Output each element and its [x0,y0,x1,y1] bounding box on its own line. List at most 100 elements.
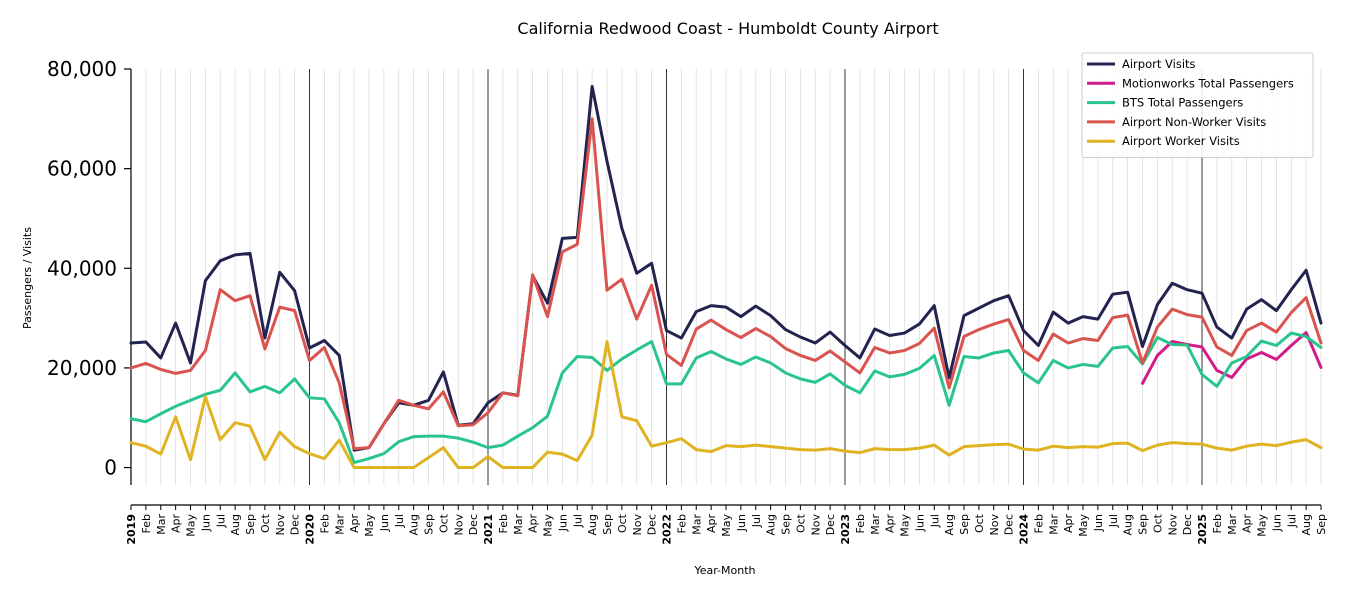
x-tick-label: Jun [199,514,212,532]
x-tick-label: Apr [705,514,718,534]
x-tick-label: Nov [631,514,644,536]
x-tick-label: Aug [765,514,778,535]
x-tick-label: 2019 [125,514,138,545]
x-tick-label: 2021 [482,514,495,545]
x-tick-label: Jul [571,514,584,528]
x-tick-label: Apr [348,514,361,534]
x-tick-label: Sep [780,514,793,535]
legend-label: BTS Total Passengers [1122,96,1243,110]
x-tick-label: Aug [408,514,421,535]
x-tick-label: Mar [690,514,703,535]
x-tick-label: May [1077,514,1090,537]
x-tick-label: Aug [1122,514,1135,535]
legend-label: Airport Visits [1122,57,1196,71]
x-tick-label: May [1256,514,1269,537]
x-tick-label: Oct [437,513,450,533]
x-tick-label: May [363,514,376,537]
x-tick-label: Nov [988,514,1001,536]
x-tick-label: Jun [913,514,926,532]
x-tick-label: Feb [1032,514,1045,533]
x-tick-label: Dec [1003,514,1016,535]
x-tick-label: Feb [675,514,688,533]
x-tick-label: Mar [155,514,168,535]
legend-label: Motionworks Total Passengers [1122,76,1294,90]
legend-label: Airport Worker Visits [1122,134,1240,148]
x-tick-label: Jul [393,514,406,528]
x-tick-label: Oct [1151,513,1164,533]
y-tick-labels: 0 20,000 40,000 60,000 80,000 [47,57,117,480]
x-tick-label: Feb [497,514,510,533]
chart-title: California Redwood Coast - Humboldt Coun… [517,19,938,38]
x-tick-label: Apr [527,514,540,534]
series-line-motionworks-total-passengers [1141,331,1323,385]
x-tick-label: Jun [1270,514,1283,532]
x-tick-label: Aug [1300,514,1313,535]
x-tick-label: 2020 [304,514,317,545]
x-tick-label: Jun [1092,514,1105,532]
y-tick-label: 20,000 [47,356,117,380]
x-tick-label: Jul [928,514,941,528]
legend: Airport Visits Motionworks Total Passenge… [1081,52,1314,158]
x-tick-label: Nov [809,514,822,536]
x-tick-label: Oct [616,513,629,533]
x-tick-label: Apr [170,514,183,534]
series-line-airport-visits [129,84,1323,452]
axes [124,68,1322,510]
x-tick-label: Apr [1241,514,1254,534]
x-tick-label: Mar [333,514,346,535]
series-line-airport-non-worker-visits [129,117,1323,451]
x-tick-label: Sep [244,514,257,535]
x-tick-label: Jul [1107,514,1120,528]
x-tick-label: Sep [1315,514,1328,535]
y-axis-label: Passengers / Visits [21,227,34,329]
x-tick-label: Dec [824,514,837,535]
x-tick-label: Feb [140,514,153,533]
x-tick-label: Nov [1166,514,1179,536]
y-tick-label: 60,000 [47,157,117,181]
x-tick-label: Jul [214,514,227,528]
x-tick-label: Aug [943,514,956,535]
x-tick-label: Jul [750,514,763,528]
x-tick-label: Dec [646,514,659,535]
y-tick-label: 0 [104,456,117,480]
x-tick-label: Apr [884,514,897,534]
x-tick-label: Oct [259,513,272,533]
x-tick-label: Feb [854,514,867,533]
x-tick-label: May [720,514,733,537]
x-tick-label: Sep [958,514,971,535]
x-tick-label: Aug [229,514,242,535]
legend-box [1081,52,1314,158]
x-axis-label: Year-Month [693,564,755,577]
x-tick-label: Oct [794,513,807,533]
x-tick-label: Jun [378,514,391,532]
x-tick-label: May [542,514,555,537]
x-tick-label: Jun [556,514,569,532]
x-tick-label: Mar [869,514,882,535]
x-tick-label: Mar [1047,514,1060,535]
x-tick-label: 2022 [661,514,674,545]
x-tick-label: Oct [973,513,986,533]
legend-label: Airport Non-Worker Visits [1122,115,1266,129]
x-tick-label: Apr [1062,514,1075,534]
x-tick-label: Aug [586,514,599,535]
y-tick-label: 40,000 [47,256,117,280]
x-tick-label: 2023 [839,514,852,545]
x-tick-label: Dec [467,514,480,535]
x-tick-label: Nov [274,514,287,536]
x-tick-label: Sep [423,514,436,535]
series-lines [129,84,1323,470]
x-tick-label: Mar [512,514,525,535]
x-tick-label: Jun [735,514,748,532]
x-tick-label: Dec [1181,514,1194,535]
series-line-airport-worker-visits [129,340,1323,470]
x-tick-label: May [899,514,912,537]
grid-lines [130,69,1322,485]
x-tick-label: Sep [601,514,614,535]
x-tick-label: Feb [318,514,331,533]
x-tick-label: 2025 [1196,514,1209,545]
x-tick-labels: 2019 Feb Mar Apr May Jun Jul Aug Sep Oct Nov Dec 202… [125,513,1328,544]
x-tick-label: Mar [1226,514,1239,535]
x-tick-label: Dec [289,514,302,535]
x-tick-label: May [185,514,198,537]
